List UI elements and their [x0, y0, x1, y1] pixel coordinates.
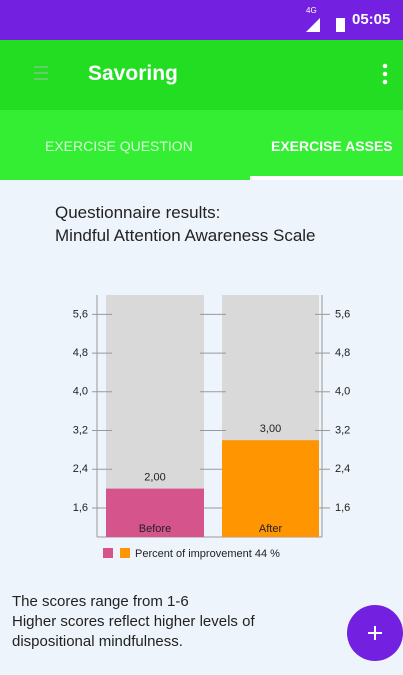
- bar: [106, 488, 204, 537]
- menu-icon[interactable]: [34, 64, 50, 84]
- y-tick-label: 3,2: [335, 424, 350, 436]
- fab[interactable]: [345, 603, 403, 663]
- y-tick-label: 5,6: [73, 308, 88, 320]
- category-label: Before: [139, 523, 171, 535]
- value-label: 3,00: [260, 423, 281, 435]
- legend-swatch: [103, 548, 113, 558]
- y-tick-label: 4,0: [73, 386, 88, 398]
- y-tick-label: 1,6: [335, 502, 350, 514]
- heading-line: Questionnaire results:: [55, 203, 221, 222]
- y-tick-label: 1,6: [73, 502, 88, 514]
- footer-line: dispositional mindfulness.: [12, 633, 183, 650]
- network: 4G: [306, 6, 317, 15]
- tab[interactable]: EXERCISE ASSES: [271, 138, 393, 154]
- y-tick-label: 4,0: [335, 386, 350, 398]
- tab-bar: EXERCISE QUESTION EXERCISE ASSES: [0, 110, 403, 180]
- y-tick-label: 4,8: [73, 347, 88, 359]
- overflow-menu[interactable]: [380, 62, 390, 88]
- bar: [222, 440, 319, 537]
- tab[interactable]: EXERCISE QUESTION: [45, 138, 193, 154]
- legend-label: Percent of improvement 44 %: [135, 548, 280, 560]
- heading-line: Mindful Attention Awareness Scale: [55, 226, 316, 245]
- value-label: 2,00: [144, 472, 165, 484]
- heading: Questionnaire results: Mindful Attention…: [55, 201, 316, 247]
- footer-line: The scores range from 1-6: [12, 593, 189, 610]
- y-tick-label: 2,4: [73, 463, 88, 475]
- y-tick-label: 4,8: [335, 347, 350, 359]
- legend-swatch: [120, 548, 130, 558]
- tab-indicator: [250, 176, 403, 180]
- chart: 1,6 1,6 2,4 2,4 3,2 3,2 4,0 4,0 4,8 4,8 5,6 5,6 2,00…: [73, 295, 350, 560]
- clock: 05:05: [352, 11, 391, 28]
- footer-line: Higher scores reflect higher levels of: [12, 613, 255, 630]
- y-tick-label: 5,6: [335, 308, 350, 320]
- y-tick-label: 2,4: [335, 463, 350, 475]
- category-label: After: [259, 523, 283, 535]
- app-title: Savoring: [88, 62, 178, 85]
- status-bar: 4G 05:05: [0, 0, 403, 40]
- app-bar: Savoring: [0, 40, 403, 110]
- y-tick-label: 3,2: [73, 424, 88, 436]
- status-icons: [306, 18, 345, 32]
- footer: The scores range from 1-6 Higher scores …: [12, 592, 255, 652]
